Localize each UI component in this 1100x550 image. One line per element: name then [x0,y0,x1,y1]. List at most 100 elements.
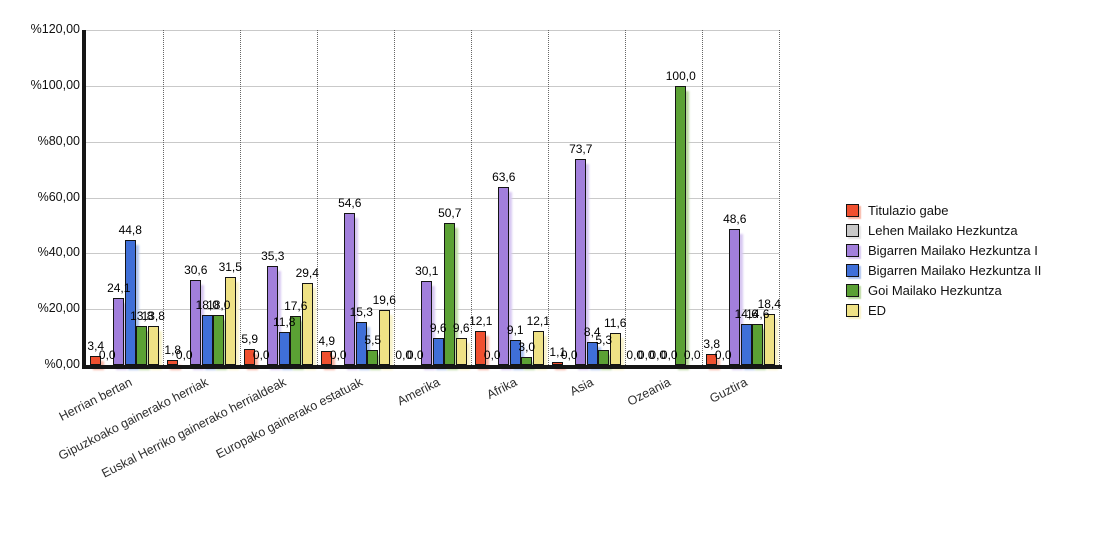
bar-group: 3,8 0,0 48,6 14,6 14,6 18,4 [702,30,781,365]
bar-slot: 9,6 [453,30,470,365]
bar [586,341,598,365]
y-axis-tick-label: %40,00 [37,245,80,260]
y-axis-tick-label: %60,00 [37,189,80,204]
bar-value-label: 9,6 [429,321,447,336]
bar-slot: 0,0 [253,30,270,365]
bar-value-label: 5,5 [364,332,382,347]
bar-value-label: 1,1 [549,344,567,359]
x-axis-category-text: Asia [567,375,596,399]
bar-value-label: 0,0 [483,348,501,362]
bar [421,280,433,365]
bar-value-label: 8,4 [583,324,601,339]
bar [455,338,467,365]
bar-value-label: 18,0 [195,297,219,312]
bar-value-label: 0,0 [714,348,732,362]
bar-group: 3,4 0,0 24,1 44,8 13,8 13,8 [86,30,165,365]
bar-value-label: 35,3 [261,249,285,264]
bar [729,229,741,365]
bar-slot: 5,3 [595,30,612,365]
bar-slot: 50,7 [438,30,461,365]
bar-slot: 48,6 [723,30,746,365]
bar [113,297,125,365]
bar-slot: 19,6 [373,30,396,365]
bar-slot: 11,6 [604,30,626,365]
bar [552,361,564,365]
bar-slot: 14,6 [735,30,758,365]
bar [301,282,313,365]
bar-slot: 8,4 [583,30,601,365]
bar-slot: 13,8 [130,30,153,365]
bar-value-label: 4,9 [318,334,336,349]
bar-value-label: 30,6 [184,262,208,277]
x-axis-line [82,365,782,369]
bar-slot: 12,1 [527,30,550,365]
bar-slot: 0,0 [483,30,501,365]
bar-group: 4,9 0,0 54,6 15,3 5,5 19,6 [317,30,396,365]
bar-value-label: 0,0 [660,348,678,362]
bar-value-label: 12,1 [469,314,493,329]
bar-value-label: 14,6 [734,307,758,322]
bar-slot: 31,5 [219,30,242,365]
legend-swatch [846,284,859,297]
bar-group: 1,1 0,0 73,7 8,4 5,3 11,6 [548,30,626,365]
legend-item: Lehen Mailako Hezkuntza [846,223,1041,238]
bar-value-label: 0,0 [626,348,644,362]
bar [752,324,764,365]
legend-swatch [846,304,859,317]
bar-slot: 3,0 [518,30,535,365]
bar-slot: 44,8 [119,30,142,365]
bar-slot: 0,0 [560,30,578,365]
category-separator [625,30,626,365]
bar-slot: 1,1 [549,30,567,365]
bar-group: 1,8 0,0 30,6 18,0 18,0 31,5 [163,30,242,365]
bar [190,279,202,365]
bar-slot: 30,6 [184,30,207,365]
y-axis-tick-label: %100,00 [30,77,80,92]
bar [763,313,775,365]
bar-value-label: 11,8 [273,315,296,330]
legend-swatch [846,264,859,277]
bar-value-label: 24,1 [107,280,131,295]
bar-value-label: 0,0 [637,348,655,362]
bar-value-label: 0,0 [560,348,578,362]
bar-value-label: 17,6 [284,298,308,313]
bar-slot: 0,0 [714,30,732,365]
y-axis-tick-label: %20,00 [37,301,80,316]
bar [432,338,444,365]
bar [278,332,290,365]
x-axis-category-text: Afrika [484,375,519,402]
bar [124,239,136,365]
bar-slot: 9,6 [429,30,447,365]
bar [267,266,279,365]
bar-slot: 0,0 [660,30,678,365]
bar-group: 0,0 0,0 0,0 0,0 100,0 0,0 [625,30,702,365]
bar-slot: 63,6 [492,30,515,365]
bar [598,350,610,365]
bar [321,351,333,365]
bar-value-label: 0,0 [406,348,424,362]
legend-item: Bigarren Mailako Hezkuntza I [846,243,1041,258]
bar-slot: 11,8 [273,30,295,365]
bar-slot: 0,0 [626,30,644,365]
bar-slot: 5,9 [241,30,258,365]
bar [244,348,256,365]
bar [444,223,456,365]
bar [498,187,510,365]
bar-value-label: 0,0 [329,348,347,362]
bar-value-label: 13,8 [130,309,154,324]
bar-value-label: 3,4 [87,338,105,353]
bar-value-label: 0,0 [175,348,193,362]
category-separator [702,30,703,365]
bar-slot: 100,0 [666,30,696,365]
bar-slot: 4,9 [318,30,336,365]
bar [147,326,159,365]
bar-value-label: 18,4 [757,296,781,311]
y-axis-line [82,30,86,369]
bar-value-label: 44,8 [118,222,142,237]
y-axis-tick-label: %120,00 [30,22,80,36]
gridline [86,85,779,87]
bar [344,212,356,365]
bar-group: 5,9 0,0 35,3 11,8 17,6 29,4 [240,30,319,365]
bar-value-label: 30,1 [415,263,439,278]
